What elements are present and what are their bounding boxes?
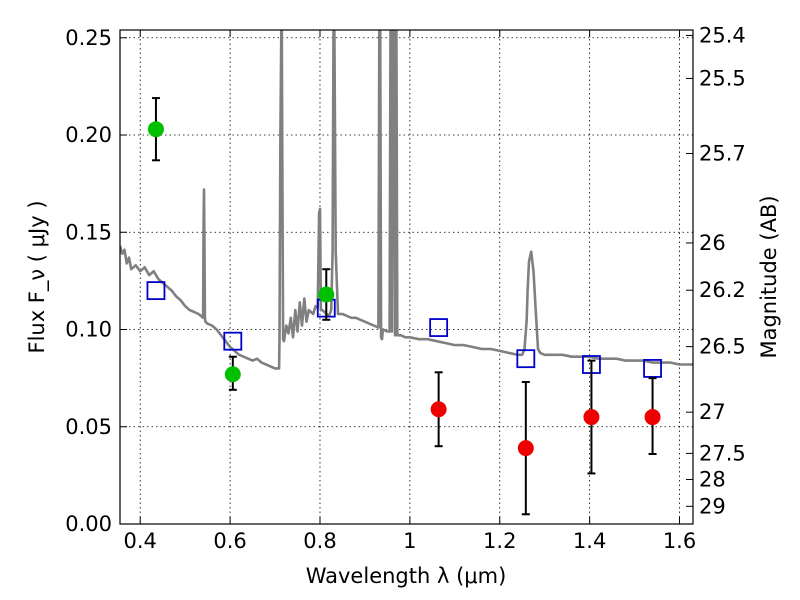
data-point: [430, 401, 447, 418]
model-point: [643, 359, 662, 378]
data-point: [583, 409, 600, 426]
y-tick-label: 0.20: [65, 123, 112, 147]
y-right-tick-label: 26.2: [699, 278, 746, 302]
plot-frame: [119, 29, 694, 525]
data-point: [224, 366, 241, 383]
data-point: [644, 409, 661, 426]
y-tick-label: 0.25: [65, 26, 112, 50]
x-tick-label: 1.6: [663, 529, 696, 553]
y-right-tick-label: 25.4: [699, 23, 746, 47]
y-right-tick-label: 25.7: [699, 142, 746, 166]
y-tick-label: 0.10: [65, 318, 112, 342]
model-point: [429, 318, 449, 337]
x-tick-label: 0.6: [213, 529, 246, 553]
y-tick-label: 0.00: [65, 512, 112, 536]
x-tick-label: 0.4: [124, 529, 157, 553]
x-tick-label: 1.4: [573, 529, 606, 553]
y-tick-label: 0.05: [65, 415, 112, 439]
y-right-tick-label: 25.5: [699, 66, 746, 90]
y-right-tick-label: 27: [699, 400, 726, 424]
y-right-tick-label: 28: [699, 467, 726, 491]
y-right-tick-label: 27.5: [699, 441, 746, 465]
y-axis-right-label: Magnitude (AB): [757, 195, 781, 358]
model-point: [516, 349, 536, 369]
data-point: [517, 440, 534, 457]
x-tick-label: 0.8: [303, 529, 336, 553]
axis-ticks: 0.4 0.6 0.8 1 1.2 1.4 1.6 0.00 0.05 0.10 0.15 0.20 0…: [65, 23, 746, 553]
y-right-tick-label: 26: [699, 231, 726, 255]
model-point: [223, 331, 243, 351]
plot-area: [120, 30, 693, 516]
y-right-tick-label: 29: [699, 494, 726, 518]
y-axis-label: Flux F_ν ( μJy ): [25, 200, 50, 353]
y-right-tick-label: 26.5: [699, 335, 746, 359]
model-point: [146, 281, 166, 301]
y-tick-label: 0.15: [65, 220, 112, 244]
data-point: [147, 121, 164, 138]
x-tick-label: 1: [403, 529, 416, 553]
x-tick-label: 1.2: [483, 529, 516, 553]
x-axis-label: Wavelength λ (μm): [306, 564, 507, 588]
spectrum-line: [120, 30, 693, 370]
data-point: [318, 286, 335, 303]
